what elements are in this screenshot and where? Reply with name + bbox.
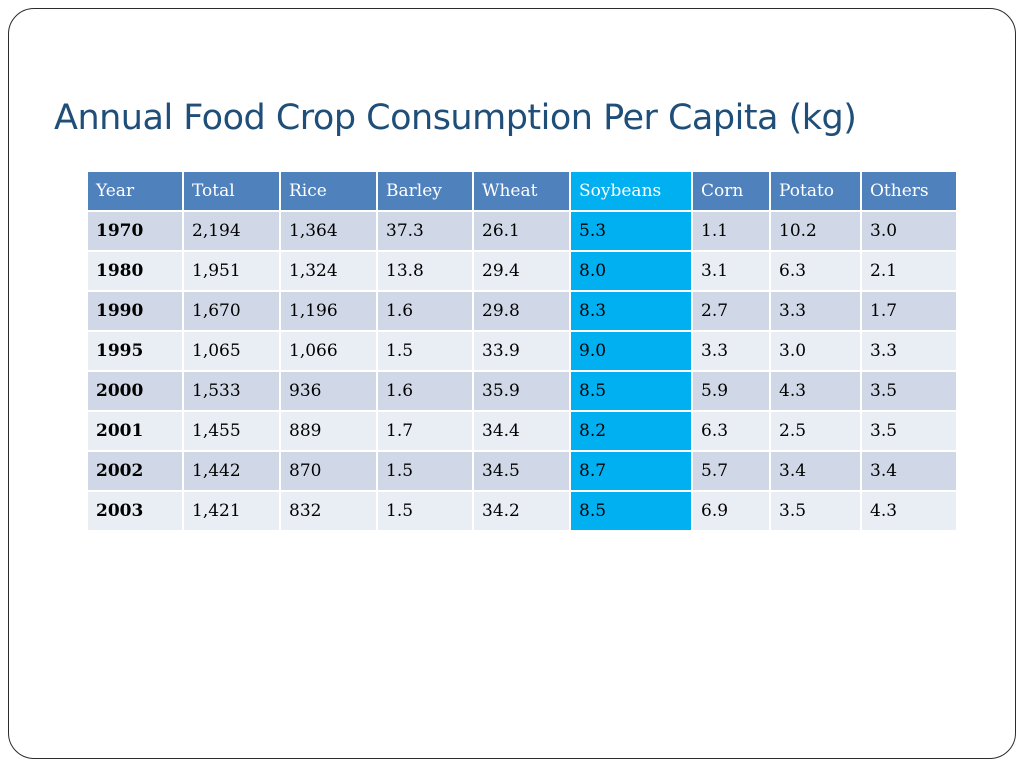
cell-corn: 6.9 xyxy=(691,490,771,532)
cell-soybeans: 8.5 xyxy=(569,490,693,532)
cell-corn: 5.7 xyxy=(691,450,771,492)
header-row: Year Total Rice Barley Wheat Soybeans Co… xyxy=(86,170,958,212)
cell-potato: 3.0 xyxy=(769,330,862,372)
cell-rice: 1,324 xyxy=(279,250,378,292)
cell-potato: 3.3 xyxy=(769,290,862,332)
cell-year: 1970 xyxy=(86,210,184,252)
cell-others: 3.5 xyxy=(860,410,958,452)
cell-wheat: 35.9 xyxy=(472,370,571,412)
header-barley: Barley xyxy=(376,170,474,212)
cell-others: 2.1 xyxy=(860,250,958,292)
cell-corn: 6.3 xyxy=(691,410,771,452)
cell-corn: 2.7 xyxy=(691,290,771,332)
cell-rice: 1,364 xyxy=(279,210,378,252)
cell-wheat: 34.5 xyxy=(472,450,571,492)
cell-potato: 4.3 xyxy=(769,370,862,412)
cell-barley: 37.3 xyxy=(376,210,474,252)
cell-barley: 1.6 xyxy=(376,370,474,412)
cell-potato: 2.5 xyxy=(769,410,862,452)
table-row: 2000 1,533 936 1.6 35.9 8.5 5.9 4.3 3.5 xyxy=(86,370,958,412)
table-row: 2001 1,455 889 1.7 34.4 8.2 6.3 2.5 3.5 xyxy=(86,410,958,452)
consumption-table: Year Total Rice Barley Wheat Soybeans Co… xyxy=(86,170,958,532)
cell-others: 4.3 xyxy=(860,490,958,532)
cell-corn: 3.1 xyxy=(691,250,771,292)
cell-total: 1,421 xyxy=(182,490,281,532)
header-corn: Corn xyxy=(691,170,771,212)
cell-soybeans: 8.5 xyxy=(569,370,693,412)
table-row: 1995 1,065 1,066 1.5 33.9 9.0 3.3 3.0 3.3 xyxy=(86,330,958,372)
cell-potato: 10.2 xyxy=(769,210,862,252)
header-rice: Rice xyxy=(279,170,378,212)
slide-title: Annual Food Crop Consumption Per Capita … xyxy=(54,98,857,138)
cell-total: 1,455 xyxy=(182,410,281,452)
cell-potato: 3.4 xyxy=(769,450,862,492)
cell-total: 1,670 xyxy=(182,290,281,332)
cell-barley: 1.5 xyxy=(376,490,474,532)
cell-wheat: 26.1 xyxy=(472,210,571,252)
cell-barley: 1.6 xyxy=(376,290,474,332)
cell-rice: 1,066 xyxy=(279,330,378,372)
cell-year: 2000 xyxy=(86,370,184,412)
table-row: 2003 1,421 832 1.5 34.2 8.5 6.9 3.5 4.3 xyxy=(86,490,958,532)
cell-total: 2,194 xyxy=(182,210,281,252)
header-soybeans: Soybeans xyxy=(569,170,693,212)
header-others: Others xyxy=(860,170,958,212)
cell-year: 1980 xyxy=(86,250,184,292)
cell-others: 1.7 xyxy=(860,290,958,332)
table-row: 1980 1,951 1,324 13.8 29.4 8.0 3.1 6.3 2.1 xyxy=(86,250,958,292)
cell-rice: 1,196 xyxy=(279,290,378,332)
cell-rice: 832 xyxy=(279,490,378,532)
cell-total: 1,951 xyxy=(182,250,281,292)
cell-barley: 13.8 xyxy=(376,250,474,292)
cell-soybeans: 5.3 xyxy=(569,210,693,252)
cell-corn: 5.9 xyxy=(691,370,771,412)
cell-wheat: 34.4 xyxy=(472,410,571,452)
cell-wheat: 29.8 xyxy=(472,290,571,332)
cell-barley: 1.7 xyxy=(376,410,474,452)
cell-soybeans: 8.0 xyxy=(569,250,693,292)
header-year: Year xyxy=(86,170,184,212)
cell-potato: 6.3 xyxy=(769,250,862,292)
table-header: Year Total Rice Barley Wheat Soybeans Co… xyxy=(86,170,958,212)
cell-year: 1990 xyxy=(86,290,184,332)
header-potato: Potato xyxy=(769,170,862,212)
cell-others: 3.5 xyxy=(860,370,958,412)
cell-soybeans: 8.2 xyxy=(569,410,693,452)
cell-corn: 1.1 xyxy=(691,210,771,252)
header-total: Total xyxy=(182,170,281,212)
cell-year: 2002 xyxy=(86,450,184,492)
table-row: 1970 2,194 1,364 37.3 26.1 5.3 1.1 10.2 3.0 xyxy=(86,210,958,252)
cell-barley: 1.5 xyxy=(376,450,474,492)
cell-soybeans: 8.3 xyxy=(569,290,693,332)
cell-soybeans: 9.0 xyxy=(569,330,693,372)
table-row: 2002 1,442 870 1.5 34.5 8.7 5.7 3.4 3.4 xyxy=(86,450,958,492)
cell-total: 1,442 xyxy=(182,450,281,492)
cell-barley: 1.5 xyxy=(376,330,474,372)
cell-rice: 870 xyxy=(279,450,378,492)
cell-corn: 3.3 xyxy=(691,330,771,372)
cell-rice: 889 xyxy=(279,410,378,452)
cell-potato: 3.5 xyxy=(769,490,862,532)
table-body: 1970 2,194 1,364 37.3 26.1 5.3 1.1 10.2 3.0 1980 1… xyxy=(86,210,958,532)
cell-soybeans: 8.7 xyxy=(569,450,693,492)
cell-rice: 936 xyxy=(279,370,378,412)
cell-year: 2001 xyxy=(86,410,184,452)
cell-year: 1995 xyxy=(86,330,184,372)
cell-wheat: 34.2 xyxy=(472,490,571,532)
cell-others: 3.0 xyxy=(860,210,958,252)
cell-others: 3.4 xyxy=(860,450,958,492)
cell-wheat: 29.4 xyxy=(472,250,571,292)
cell-total: 1,065 xyxy=(182,330,281,372)
cell-year: 2003 xyxy=(86,490,184,532)
cell-wheat: 33.9 xyxy=(472,330,571,372)
table-row: 1990 1,670 1,196 1.6 29.8 8.3 2.7 3.3 1.7 xyxy=(86,290,958,332)
header-wheat: Wheat xyxy=(472,170,571,212)
cell-others: 3.3 xyxy=(860,330,958,372)
cell-total: 1,533 xyxy=(182,370,281,412)
